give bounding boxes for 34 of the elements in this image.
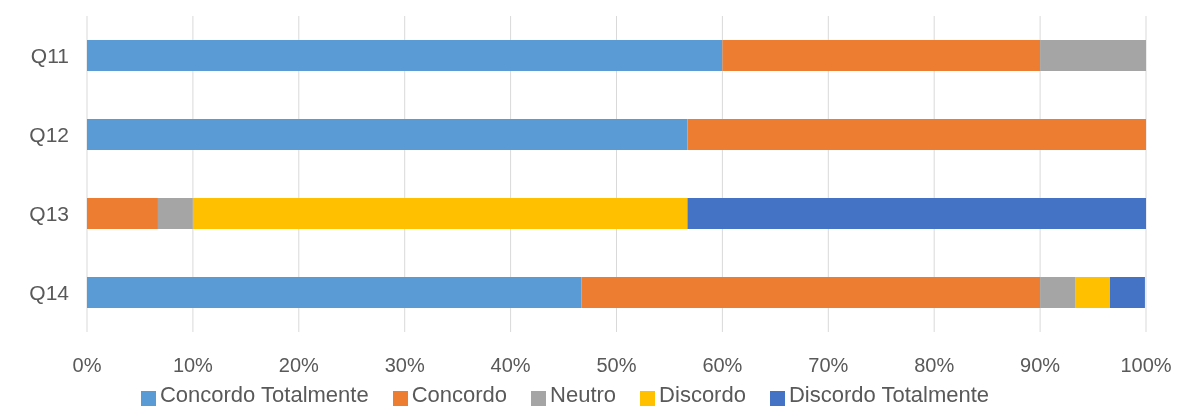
bar <box>722 40 1041 71</box>
bar <box>687 119 1146 150</box>
x-tick-label: 50% <box>596 354 637 377</box>
bar <box>87 198 158 229</box>
y-tick-label: Q13 <box>29 201 69 225</box>
legend-label: Discordo Totalmente <box>788 382 990 407</box>
bar <box>1040 40 1146 71</box>
bar <box>192 198 688 229</box>
bar <box>1075 277 1110 308</box>
x-tick-label: 100% <box>1120 354 1172 377</box>
x-tick-label: 30% <box>384 354 425 377</box>
bar <box>1040 277 1076 308</box>
bar <box>87 40 723 71</box>
x-tick-label: 80% <box>914 354 955 377</box>
x-tick-label: 70% <box>808 354 849 377</box>
x-tick-label: 0% <box>72 354 102 377</box>
legend-label: Neutro <box>550 382 617 407</box>
bar <box>1109 277 1145 308</box>
x-tick-label: 10% <box>172 354 214 377</box>
legend-label: Discordo <box>659 382 746 407</box>
y-tick-label: Q11 <box>30 43 69 67</box>
bar <box>87 119 688 150</box>
bar <box>687 198 1146 229</box>
y-tick-label: Q14 <box>29 280 70 304</box>
x-tick-label: 90% <box>1020 354 1061 377</box>
legend-label: Concordo Totalmente <box>159 382 369 407</box>
x-tick-label: 60% <box>702 354 743 377</box>
bar <box>157 198 193 229</box>
bar <box>87 277 582 308</box>
y-tick-label: Q12 <box>29 122 69 146</box>
bar <box>581 277 1041 308</box>
x-tick-label: 20% <box>278 354 320 377</box>
legend-label: Concordo <box>411 382 508 407</box>
x-tick-label: 40% <box>490 354 531 377</box>
